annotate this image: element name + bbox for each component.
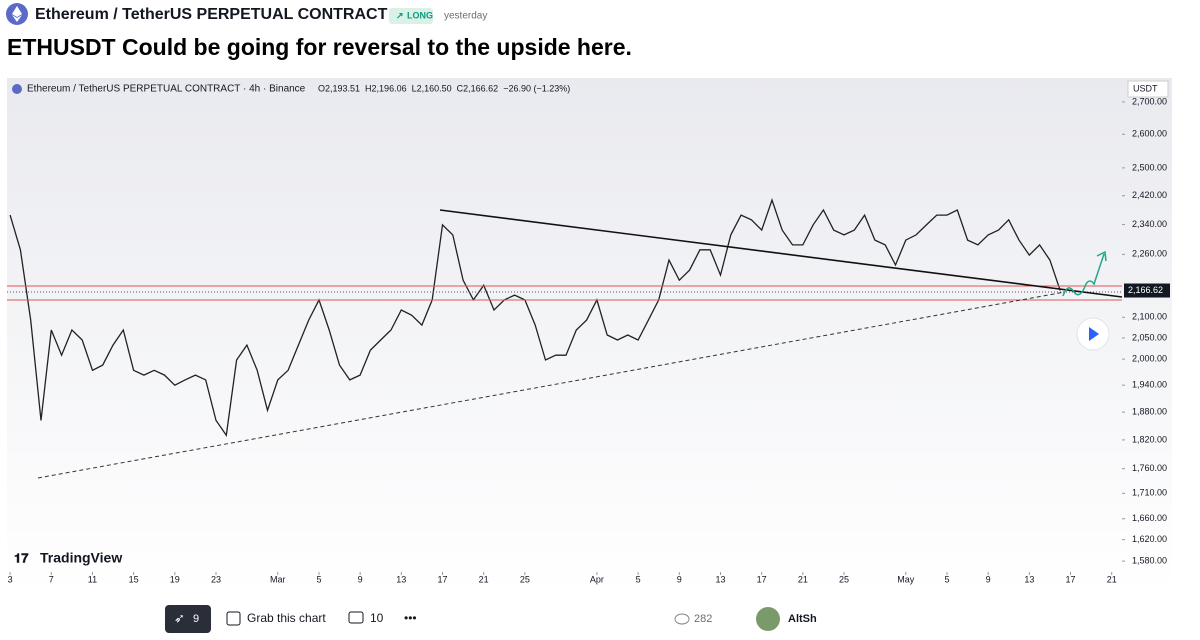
more[interactable]: ••• [404,611,417,625]
last-price-box [1124,283,1170,298]
projection-arrow [1096,250,1107,262]
y-tick-label: 2,600.00 [1132,129,1167,139]
y-tick-label: 1,660.00 [1132,513,1167,523]
chart: 2,700.00 2,600.00 2,500.00 2,420.00 2,340.00… [8,96,1170,584]
unit-box [1127,80,1169,98]
grab-icon [226,611,241,626]
x-tick-label: 13 [1024,574,1034,584]
y-tick-label: 1,620.00 [1132,534,1167,544]
x-tick-label: 19 [170,574,180,584]
y-tick-label: 1,880.00 [1132,406,1167,416]
y-tick-label: 1,820.00 [1132,434,1167,444]
y-tick-label: 2,100.00 [1132,312,1167,322]
x-tick-label: 25 [520,574,530,584]
comment-icon [348,611,364,624]
symbol[interactable]: Ethereum / TetherUS PERPETUAL CONTRACT [35,6,388,23]
chart-title: Ethereum / TetherUS PERPETUAL CONTRACT ·… [27,84,306,95]
x-tick-label: 9 [677,574,682,584]
x-tick-label: 13 [396,574,406,584]
tv-logo: 𝟏𝟕 [14,550,29,565]
trendline [439,209,1123,298]
x-tick-label: 21 [479,574,489,584]
x-tick-label: 15 [129,574,139,584]
views-icon [674,613,690,625]
ohlc-value: C2,166.62 [457,83,499,93]
y-tick-label: 2,260.00 [1132,249,1167,259]
boost-button[interactable] [165,605,211,633]
trendline [37,291,1066,479]
y-tick-label: 2,050.00 [1132,332,1167,342]
x-tick-label: 21 [798,574,808,584]
y-tick-label: 2,700.00 [1132,96,1167,106]
x-tick-label: 9 [986,574,991,584]
x-tick-label: 9 [358,574,363,584]
ohlc-value: L2,160.50 [412,83,452,93]
eth-logo [12,6,22,22]
price-line [9,197,1061,437]
y-tick-label: 2,000.00 [1132,353,1167,363]
unit: USDT [1133,83,1158,93]
views: 282 [694,613,712,625]
y-tick-label: 1,760.00 [1132,463,1167,473]
x-tick-label: 13 [715,574,725,584]
x-tick-label: 5 [316,574,321,584]
y-tick-label: 1,580.00 [1132,555,1167,565]
ohlc-value: H2,196.06 [365,83,407,93]
title: ETHUSDT Could be going for reversal to t… [7,34,632,60]
play-icon [1089,327,1099,341]
x-tick-label: 17 [757,574,767,584]
x-tick-label: 17 [1066,574,1076,584]
x-tick-label: 17 [437,574,447,584]
ohlc-value: −26.90 (−1.23%) [503,83,570,93]
chart-coin-icon [12,84,22,94]
ohlc: O2,193.51 H2,196.06 L2,160.50 C2,166.62 −26.… [318,83,570,93]
x-tick-label: 21 [1107,574,1117,584]
x-tick-label: 5 [636,574,641,584]
time: yesterday [444,11,487,22]
author[interactable]: AltSh [788,613,817,625]
x-tick-label: 5 [944,574,949,584]
chart-bg [7,78,1172,590]
x-tick-label: 23 [211,574,221,584]
x-tick-label: Apr [590,574,604,584]
avatar[interactable] [756,607,780,631]
y-tick-label: 2,500.00 [1132,162,1167,172]
x-tick-label: 11 [88,574,97,584]
y-tick-label: 2,420.00 [1132,190,1167,200]
last-price-label: 2,166.62 [1128,285,1163,295]
y-tick-label: 1,940.00 [1132,380,1167,390]
arrow-icon: ↗ [396,10,404,20]
badge-bg [389,8,433,24]
comments[interactable]: 10 [370,611,384,625]
x-tick-label: 25 [839,574,849,584]
ohlc-value: O2,193.51 [318,83,360,93]
grab-chart[interactable]: Grab this chart [247,611,326,625]
rocket-icon: ➶ [174,610,185,625]
watermark: TradingView [40,550,122,566]
projection [1062,253,1105,297]
x-tick-label: May [897,574,915,584]
x-tick-label: 3 [8,574,13,584]
x-tick-label: Mar [270,574,286,584]
y-tick-label: 1,710.00 [1132,488,1167,498]
badge: LONG [407,10,433,20]
x-tick-label: 7 [49,574,54,584]
y-tick-label: 2,340.00 [1132,219,1167,229]
boosts: 9 [193,613,199,625]
